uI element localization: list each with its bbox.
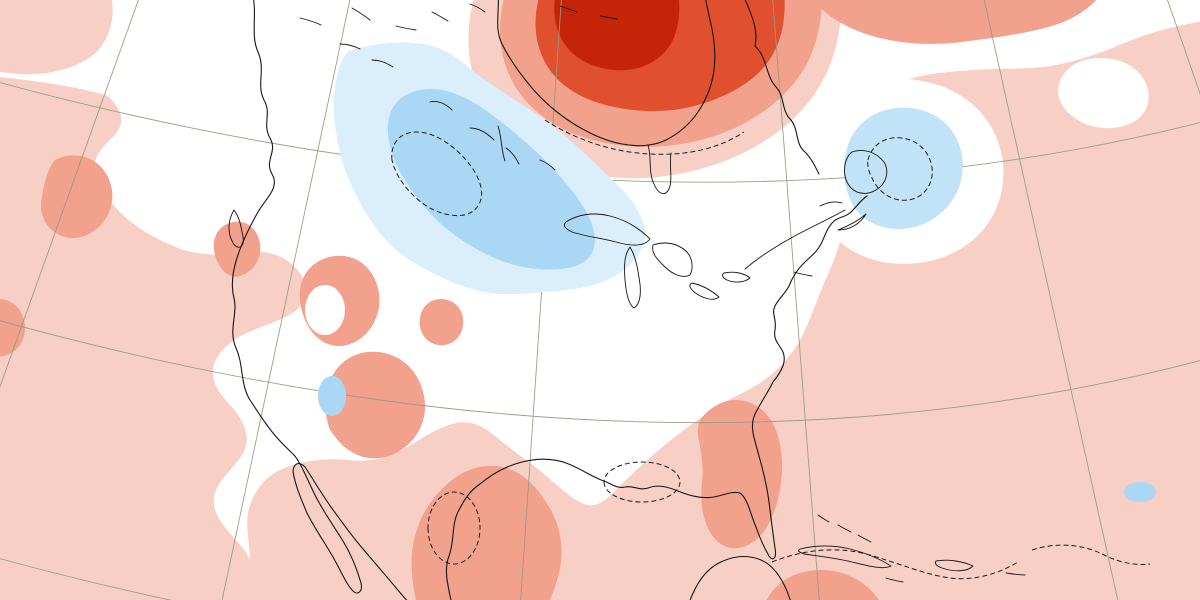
neutral-topright-pocket xyxy=(1058,58,1149,129)
coastline-james-bay xyxy=(647,144,672,195)
coastline-yucatan xyxy=(689,555,791,600)
coastline-newfoundland xyxy=(844,150,888,194)
coastline-pei xyxy=(819,201,843,207)
contour-caribbean-spot xyxy=(1123,481,1157,503)
warm2-pacific-northwest-patch xyxy=(213,221,261,277)
warm2-yucatan-caribbean-patch xyxy=(766,570,879,600)
longitude-line xyxy=(0,0,139,388)
contour-cool-innermost xyxy=(391,131,482,216)
latitude-line xyxy=(0,320,1200,424)
longitude-line xyxy=(520,0,562,600)
coastline-hudson-bay xyxy=(497,0,716,147)
coastline-pacific-baja-mexico xyxy=(231,0,408,600)
contour-colorado-spot xyxy=(317,375,347,417)
warm2-top-right-band xyxy=(812,0,1097,44)
warm-region-topleft-corner xyxy=(0,0,113,75)
warm2-florida-southeast-patch xyxy=(697,400,783,549)
coastline-canadian-lakes xyxy=(339,43,813,277)
warm2-left-edge-lower-patch xyxy=(0,299,25,357)
longitude-line xyxy=(221,0,351,600)
contour-gulf-pocket xyxy=(603,461,681,503)
latitude-line xyxy=(0,82,1200,183)
contour-cuba-west xyxy=(771,549,1019,580)
coastline-labrador xyxy=(744,0,820,175)
coastlines xyxy=(228,0,1026,600)
coastline-st-lawrence xyxy=(744,209,846,270)
contour-mexico-pocket xyxy=(427,491,481,565)
warm4-hot-core xyxy=(554,0,680,71)
coastline-caribbean-islands xyxy=(798,514,1026,583)
warm2-newmexico-patch xyxy=(325,351,426,459)
coastline-nova-scotia xyxy=(837,213,867,231)
contour-atlantic-inner xyxy=(867,137,933,201)
coastline-vancouver-island xyxy=(228,209,244,248)
warm-level-2-regions xyxy=(0,0,1097,600)
neutral-southwest-pocket xyxy=(305,285,345,335)
coastline-gulf-and-east-coast xyxy=(445,195,868,600)
warm2-left-edge-upper-patch xyxy=(40,155,113,238)
coastline-great-lakes xyxy=(563,213,751,309)
warm2-small-plateau-patch xyxy=(419,298,464,346)
warm2-texas-mexico-patch xyxy=(411,465,562,600)
coastline-arctic-islands xyxy=(299,3,618,31)
contour-cuba-east xyxy=(1031,544,1151,565)
longitude-line xyxy=(983,0,1119,600)
